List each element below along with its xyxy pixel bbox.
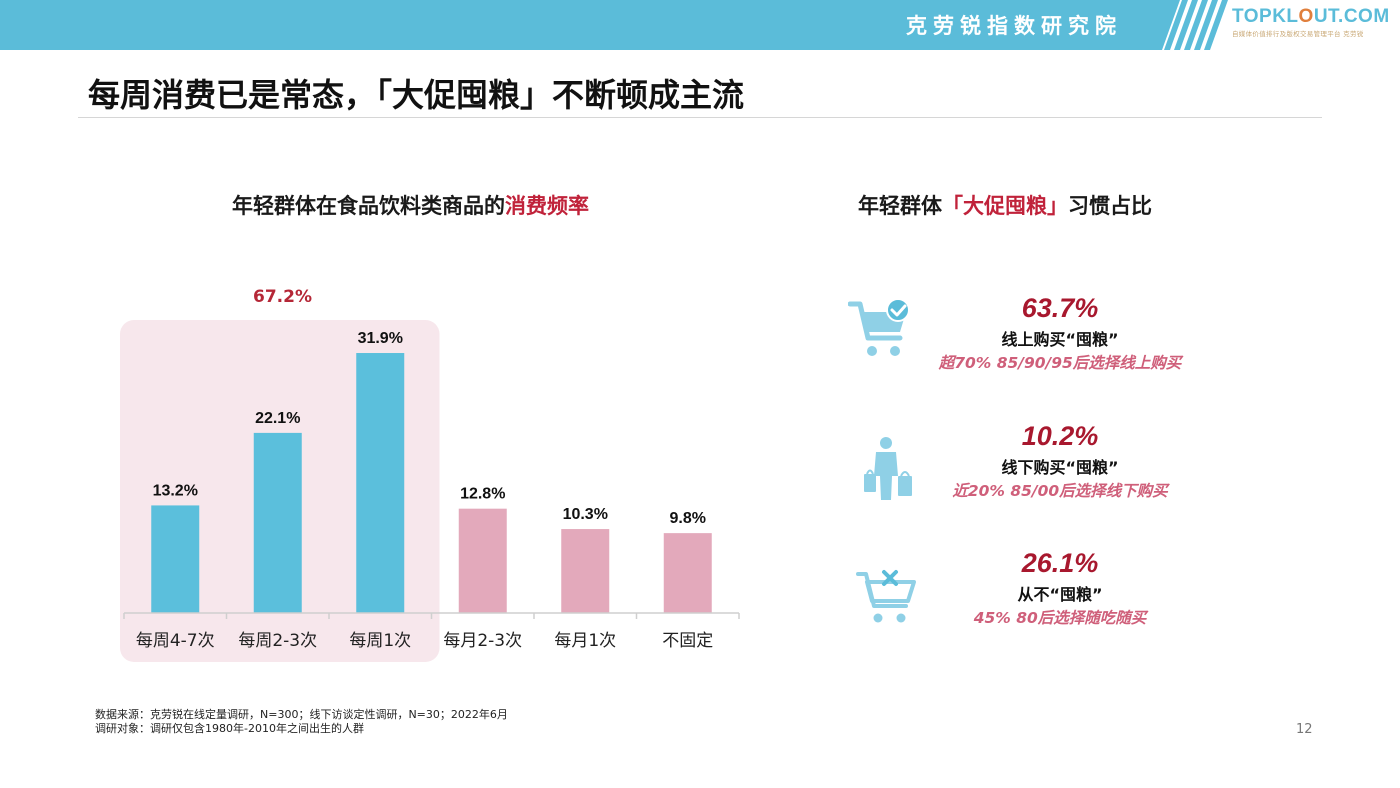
- data-label-2: 31.9%: [358, 330, 403, 347]
- cart-check-icon: [848, 298, 910, 356]
- stat-note: 45% 80后选择随吃随买: [973, 609, 1147, 627]
- data-label-3: 12.8%: [460, 486, 505, 503]
- data-source-note: 数据来源：克劳锐在线定量调研，N=300；线下访谈定性调研，N=30；2022年…: [95, 708, 508, 721]
- stat-label: 从不“囤粮”: [1017, 585, 1103, 604]
- data-label-0: 13.2%: [153, 482, 198, 499]
- shopper-bags-icon: [864, 437, 912, 500]
- stat-value: 10.2%: [1021, 421, 1099, 451]
- category-label-5: 不固定: [662, 631, 713, 651]
- bar-4: [561, 529, 610, 613]
- stat-offline: 10.2% 线下购买“囤粮” 近20% 85/00后选择线下购买: [900, 420, 1220, 502]
- category-label-4: 每月1次: [554, 631, 616, 651]
- page-title: 每周消费已是常态，「大促囤粮」不断顿成主流: [88, 76, 745, 114]
- category-label-3: 每月2-3次: [443, 631, 522, 651]
- category-label-2: 每周1次: [349, 631, 411, 651]
- data-label-4: 10.3%: [563, 506, 608, 523]
- header-stripes: [0, 0, 1228, 50]
- stat-never: 26.1% 从不“囤粮” 45% 80后选择随吃随买: [900, 547, 1220, 629]
- weekly-group-total: 67.2%: [253, 287, 312, 307]
- data-label-5: 9.8%: [670, 510, 706, 527]
- bar-2: [356, 353, 405, 613]
- left-chart-title: 年轻群体在食品饮料类商品的消费频率: [232, 194, 589, 218]
- frequency-bar-chart: 13.2% 每周4-7次 22.1% 每周2-3次 31.9% 每周1次 12.8% 每月2-…: [120, 320, 740, 662]
- right-panel-title: 年轻群体「大促囤粮」习惯占比: [858, 194, 1152, 218]
- logo-subtitle: 自媒体价值排行及版权交易管理平台 克劳锐: [1232, 30, 1364, 38]
- stat-label: 线上购买“囤粮”: [1001, 330, 1119, 349]
- logo-text: TOPKLOUT.COM: [1232, 6, 1390, 27]
- stat-value: 26.1%: [1021, 548, 1099, 578]
- bar-3: [458, 508, 507, 613]
- category-label-1: 每周2-3次: [238, 631, 317, 651]
- stat-note: 超70% 85/90/95后选择线上购买: [938, 354, 1182, 372]
- stat-online: 63.7% 线上购买“囤粮” 超70% 85/90/95后选择线上购买: [900, 292, 1220, 374]
- page-number: 12: [1296, 722, 1313, 737]
- survey-subject-note: 调研对象：调研仅包含1980年-2010年之间出生的人群: [95, 722, 364, 735]
- stat-value: 63.7%: [1021, 293, 1099, 323]
- bar-5: [663, 533, 712, 613]
- stat-note: 近20% 85/00后选择线下购买: [952, 482, 1168, 500]
- org-name: 克劳锐指数研究院: [906, 14, 1122, 38]
- right-title-highlight: 「大促囤粮」: [942, 194, 1068, 218]
- topklout-logo: TOPKLOUT.COM 自媒体价值排行及版权交易管理平台 克劳锐: [1232, 6, 1390, 46]
- header-bar: 克劳锐指数研究院 TOPKLOUT.COM 自媒体价值排行及版权交易管理平台 克…: [0, 0, 1400, 50]
- title-divider: [78, 117, 1322, 118]
- category-label-0: 每周4-7次: [136, 631, 215, 651]
- left-title-highlight: 消费频率: [505, 194, 589, 218]
- bar-1: [253, 432, 302, 613]
- bar-0: [151, 505, 200, 613]
- stat-label: 线下购买“囤粮”: [1001, 458, 1119, 477]
- cart-cross-icon: [856, 570, 916, 623]
- data-label-1: 22.1%: [255, 410, 300, 427]
- footer-notes: 数据来源：克劳锐在线定量调研，N=300；线下访谈定性调研，N=30；2022年…: [95, 708, 508, 736]
